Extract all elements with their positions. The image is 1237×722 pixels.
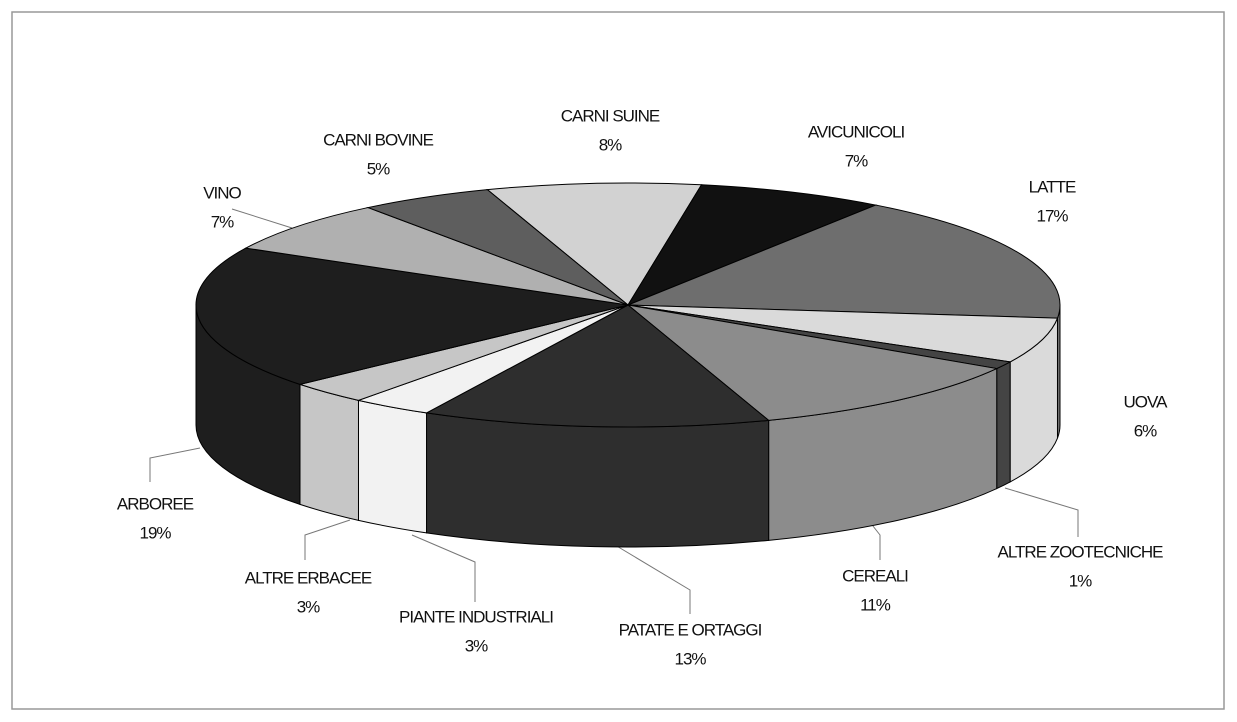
slice-label: CARNI SUINE bbox=[561, 106, 660, 125]
pie-slice bbox=[626, 304, 999, 421]
leader-line bbox=[1004, 487, 1079, 537]
slice-label: ALTRE ERBACEE bbox=[245, 568, 372, 587]
pie-slice bbox=[195, 247, 629, 385]
pie-slice bbox=[626, 184, 878, 307]
slice-value-label: 17% bbox=[1036, 206, 1068, 225]
pie-slice bbox=[424, 304, 770, 428]
leader-line bbox=[304, 519, 351, 560]
slice-label: UOVA bbox=[1124, 392, 1169, 411]
slice-value-label: 8% bbox=[599, 135, 622, 154]
pie-side bbox=[357, 399, 428, 534]
slice-value-label: 19% bbox=[139, 523, 171, 542]
pie-slice bbox=[486, 182, 703, 306]
slice-value-label: 3% bbox=[465, 636, 488, 655]
slice-label: CEREALI bbox=[842, 566, 908, 585]
slice-value-label: 6% bbox=[1134, 421, 1157, 440]
slice-label: LATTE bbox=[1029, 177, 1076, 196]
slice-label: PIANTE INDUSTRIALI bbox=[399, 607, 553, 626]
pie-slice bbox=[244, 207, 629, 306]
pie bbox=[195, 182, 1061, 548]
pie-side bbox=[299, 383, 359, 521]
labels: CARNI SUINE 8% AVICUNICOLI 7% LATTE 17% UOVA 6%… bbox=[117, 106, 1169, 668]
leader-line bbox=[149, 447, 201, 482]
slice-value-label: 13% bbox=[674, 649, 706, 668]
slice-value-label: 1% bbox=[1069, 571, 1092, 590]
slice-value-label: 11% bbox=[860, 595, 891, 614]
slice-label: ARBOREE bbox=[117, 494, 194, 513]
slice-label: CARNI BOVINE bbox=[323, 130, 434, 149]
slice-value-label: 3% bbox=[297, 597, 320, 616]
slice-label: ALTRE ZOOTECNICHE bbox=[998, 542, 1164, 561]
pie-side bbox=[426, 412, 770, 548]
pie-side bbox=[996, 361, 1011, 490]
leader-line bbox=[231, 208, 293, 229]
pie-slice bbox=[627, 304, 1059, 363]
slice-value-label: 5% bbox=[367, 159, 390, 178]
pie-slice bbox=[366, 189, 629, 306]
slice-label: AVICUNICOLI bbox=[808, 122, 905, 141]
slice-value-label: 7% bbox=[845, 151, 868, 170]
leader-line bbox=[614, 544, 691, 614]
slice-label: VINO bbox=[203, 183, 241, 202]
leader-line bbox=[411, 534, 476, 602]
slice-label: PATATE E ORTAGGI bbox=[619, 620, 762, 639]
slice-value-label: 7% bbox=[211, 212, 234, 231]
pie-slice bbox=[627, 204, 1061, 319]
